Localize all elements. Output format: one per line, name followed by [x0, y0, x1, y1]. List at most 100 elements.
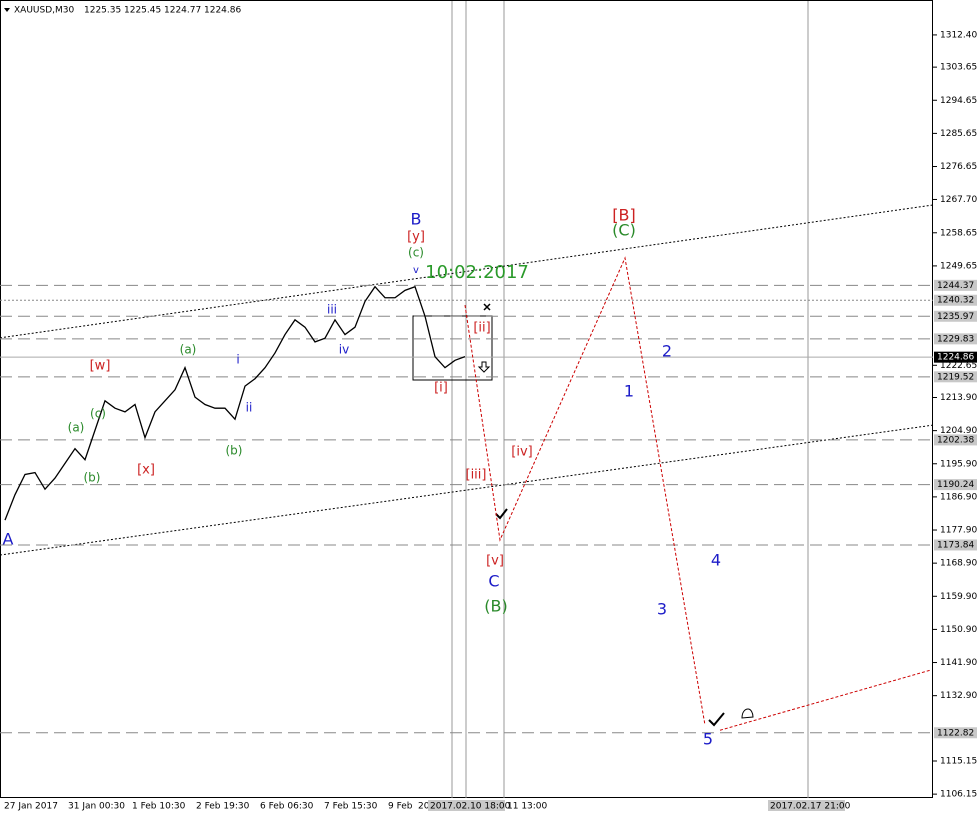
x-tick-label: 7 Feb 15:30 [324, 802, 378, 812]
wave-label: i [236, 353, 239, 367]
y-tick-label: 1141.90 [940, 658, 977, 668]
level-box [934, 310, 977, 322]
wave-label: v [413, 265, 419, 276]
y-tick-label: 1258.65 [940, 228, 977, 238]
wave-label: 1 [624, 382, 634, 401]
wave-label: (b) [84, 471, 101, 485]
ohlc-value: 1224.86 [204, 6, 241, 16]
level-label: 1122.82 [937, 728, 974, 738]
wave-label: 2 [662, 342, 672, 361]
ohlc-value: 1225.35 [84, 6, 121, 16]
wave-label: [ii] [473, 321, 490, 336]
x-tick-label: 1 Feb 10:30 [132, 802, 186, 812]
wave-label: B [411, 210, 422, 229]
y-tick-label: 1106.15 [940, 790, 977, 800]
ohlc-value: 1225.45 [124, 6, 161, 16]
wave-label: [w] [90, 359, 111, 374]
y-tick-label: 1267.70 [940, 195, 977, 205]
x-tick-label: 9 Feb [388, 802, 413, 812]
level-box [934, 279, 977, 291]
wave-label: [iv] [511, 445, 532, 460]
y-tick-label: 1177.90 [940, 526, 977, 536]
wave-label: [x] [137, 463, 155, 478]
level-box [934, 479, 977, 491]
wave-label: [iii] [466, 468, 487, 483]
level-box [934, 727, 977, 739]
price-line [4, 285, 466, 521]
arrow-icon [477, 361, 491, 373]
y-tick-label: 1150.90 [940, 625, 977, 635]
level-box [934, 371, 977, 383]
x-icon [483, 303, 491, 311]
x-tick-label: 2017.02.10 18:00 [430, 802, 511, 812]
y-tick-label: 1303.65 [940, 63, 977, 73]
wave-label: 10:02:2017 [425, 262, 529, 283]
hand-icon [741, 708, 754, 719]
y-tick-label: 1195.90 [940, 459, 977, 469]
ohlc-value: 1224.77 [164, 6, 201, 16]
y-tick-label: 1249.65 [940, 261, 977, 271]
wave-label: iv [339, 343, 349, 357]
wave-label: (B) [484, 597, 507, 616]
wave-label: (a) [180, 343, 197, 357]
y-tick-label: 1222.65 [940, 361, 977, 371]
channel-line [0, 204, 934, 339]
wave-label: (c) [90, 407, 106, 421]
wave-label: 4 [711, 551, 721, 570]
wave-label: (c) [408, 246, 424, 260]
target-line [719, 669, 931, 731]
wave-label: [y] [407, 230, 425, 245]
wave-label: [B] [612, 206, 635, 225]
y-tick-label: 1168.90 [940, 559, 977, 569]
y-tick-label: 1132.90 [940, 691, 977, 701]
y-tick-label: 1285.65 [940, 129, 977, 139]
level-label: 1244.37 [937, 281, 974, 291]
y-tick-label: 1294.65 [940, 96, 977, 106]
level-box [934, 294, 977, 306]
level-box [934, 539, 977, 551]
current-box [934, 351, 977, 363]
chart-title: XAUUSD,M30 [14, 6, 74, 16]
x-tick-label: 2017.02.17 21:00 [770, 802, 851, 812]
menu-arrow [4, 8, 10, 12]
wave-label: (b) [226, 444, 243, 458]
x-tick-label: 11 13:00 [507, 802, 548, 812]
wave-label: A [3, 530, 14, 549]
level-label: 1240.32 [937, 296, 974, 306]
x-label-box [768, 800, 845, 811]
x-tick-label: 6 Feb 06:30 [260, 802, 314, 812]
x-tick-label: 27 Jan 2017 [4, 802, 58, 812]
wave-label: 3 [657, 600, 667, 619]
level-label: 1190.24 [937, 480, 974, 490]
y-tick-label: 1276.65 [940, 162, 977, 172]
projection-line [464, 256, 706, 726]
level-box [934, 434, 977, 446]
wave-label: 5 [703, 730, 713, 749]
wave-label: iii [327, 303, 337, 317]
level-label: 1173.84 [937, 540, 974, 550]
y-tick-label: 1204.90 [940, 426, 977, 436]
level-label: 1229.83 [937, 334, 974, 344]
level-label: 1235.97 [937, 312, 974, 322]
check-icon [495, 508, 508, 520]
y-tick-label: 1186.90 [940, 492, 977, 502]
wave-label: [i] [434, 381, 448, 396]
x-tick-label: 31 Jan 00:30 [68, 802, 125, 812]
level-label: 1202.38 [937, 435, 974, 445]
current-label: 1224.86 [937, 353, 974, 363]
y-tick-label: 1115.15 [940, 757, 977, 767]
y-tick-label: 1159.90 [940, 592, 977, 602]
y-tick-label: 1312.40 [940, 30, 977, 40]
level-label: 1219.52 [937, 372, 974, 382]
check-icon [708, 712, 725, 727]
wave-label: (C) [612, 221, 636, 240]
channel-line [0, 424, 934, 556]
x-label-box [428, 800, 505, 811]
y-tick-label: 1213.90 [940, 393, 977, 403]
wave-label: ii [246, 401, 253, 415]
x-tick-label: 2 Feb 19:30 [196, 802, 250, 812]
wave-label: (a) [68, 421, 85, 435]
wave-label: C [488, 572, 499, 591]
x-tick-label: 20 [418, 802, 430, 812]
